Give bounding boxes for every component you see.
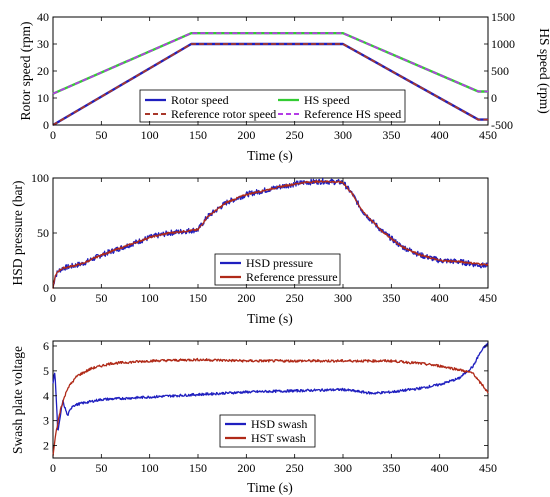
x-tick-label: 250 bbox=[286, 291, 304, 305]
x-tick-label: 450 bbox=[479, 291, 497, 305]
x-tick-label: 150 bbox=[189, 128, 207, 142]
y-tick-label: 2 bbox=[43, 439, 49, 453]
x-tick-label: 0 bbox=[50, 128, 56, 142]
legend-box bbox=[139, 89, 406, 123]
y-axis-label: Swash plate voltage bbox=[10, 346, 25, 454]
x-tick-label: 350 bbox=[382, 128, 400, 142]
y-axis-label-right: HS speed (rpm) bbox=[537, 28, 550, 113]
y-right-tick-label: 0 bbox=[491, 91, 497, 105]
y-tick-label: 40 bbox=[37, 10, 49, 24]
plot-frame bbox=[52, 340, 489, 459]
x-tick-label: 400 bbox=[431, 461, 449, 475]
legend-entry-reference-pressure: Reference pressure bbox=[246, 270, 338, 284]
y-axis-label: HSD pressure (bar) bbox=[10, 181, 25, 286]
x-tick-label: 300 bbox=[334, 461, 352, 475]
y-right-tick-label: -500 bbox=[491, 118, 513, 132]
x-tick-label: 150 bbox=[189, 291, 207, 305]
rotor-speed-panel: Time (s) Rotor speed (rpm) HS speed (rpm… bbox=[18, 10, 550, 163]
x-axis-label: Time (s) bbox=[247, 311, 293, 326]
y-tick-label: 30 bbox=[37, 37, 49, 51]
legend-box bbox=[219, 414, 316, 448]
y-tick-label: 50 bbox=[37, 226, 49, 240]
legend: HSD pressure Reference pressure bbox=[214, 253, 341, 286]
swash-plate-panel: Time (s) Swash plate voltage HSD swash H… bbox=[10, 339, 497, 495]
x-tick-label: 50 bbox=[95, 128, 107, 142]
x-tick-label: 100 bbox=[141, 461, 159, 475]
legend-entry-rotor-speed: Rotor speed bbox=[171, 93, 229, 107]
y-tick-label: 100 bbox=[31, 171, 49, 185]
x-tick-label: 450 bbox=[479, 128, 497, 142]
x-tick-label: 250 bbox=[286, 128, 304, 142]
y-tick-label: 5 bbox=[43, 364, 49, 378]
x-tick-label: 100 bbox=[141, 291, 159, 305]
x-axis-label: Time (s) bbox=[247, 148, 293, 163]
y-right-tick-label: 1500 bbox=[491, 10, 515, 24]
series-line-hst-swash bbox=[52, 357, 489, 457]
x-tick-label: 0 bbox=[50, 291, 56, 305]
x-tick-label: 400 bbox=[431, 291, 449, 305]
x-tick-label: 400 bbox=[431, 128, 449, 142]
legend-entry-hsd-pressure: HSD pressure bbox=[246, 256, 313, 270]
x-tick-label: 450 bbox=[479, 461, 497, 475]
x-tick-label: 250 bbox=[286, 461, 304, 475]
y-right-tick-label: 500 bbox=[491, 64, 509, 78]
x-tick-label: 200 bbox=[237, 461, 255, 475]
series-line-reference-pressure bbox=[52, 180, 489, 289]
y-axis-label: Rotor speed (rpm) bbox=[18, 22, 33, 121]
y-tick-label: 4 bbox=[43, 389, 49, 403]
x-tick-label: 200 bbox=[237, 291, 255, 305]
legend-entry-reference-hs-speed: Reference HS speed bbox=[304, 107, 401, 121]
series-line-reference-rotor-speed bbox=[52, 43, 488, 126]
x-tick-label: 100 bbox=[141, 128, 159, 142]
x-tick-label: 200 bbox=[237, 128, 255, 142]
x-tick-label: 350 bbox=[382, 291, 400, 305]
legend-entry-hs-speed: HS speed bbox=[304, 93, 350, 107]
series-line-hs-speed bbox=[52, 32, 488, 95]
y-tick-label: 10 bbox=[37, 91, 49, 105]
x-tick-label: 300 bbox=[334, 291, 352, 305]
legend-box bbox=[214, 253, 341, 286]
x-tick-label: 350 bbox=[382, 461, 400, 475]
legend: HSD swash HST swash bbox=[219, 414, 316, 448]
x-axis-label: Time (s) bbox=[247, 480, 293, 495]
series-line-reference-hs-speed bbox=[52, 32, 488, 95]
legend-entry-reference-rotor-speed: Reference rotor speed bbox=[171, 107, 276, 121]
y-tick-label: 6 bbox=[43, 339, 49, 353]
x-tick-label: 50 bbox=[95, 461, 107, 475]
y-tick-label: 0 bbox=[43, 118, 49, 132]
x-tick-label: 150 bbox=[189, 461, 207, 475]
hsd-pressure-panel: Time (s) HSD pressure (bar) HSD pressure… bbox=[10, 171, 497, 326]
x-tick-label: 0 bbox=[50, 461, 56, 475]
y-tick-label: 0 bbox=[43, 281, 49, 295]
y-right-tick-label: 1000 bbox=[491, 37, 515, 51]
series-line-hsd-swash bbox=[52, 342, 489, 431]
y-tick-label: 20 bbox=[37, 64, 49, 78]
legend: Rotor speed HS speed Reference rotor spe… bbox=[139, 89, 406, 123]
legend-entry-hsd-swash: HSD swash bbox=[251, 417, 307, 431]
x-tick-label: 300 bbox=[334, 128, 352, 142]
legend-entry-hst-swash: HST swash bbox=[251, 431, 306, 445]
x-tick-label: 50 bbox=[95, 291, 107, 305]
y-tick-label: 3 bbox=[43, 414, 49, 428]
